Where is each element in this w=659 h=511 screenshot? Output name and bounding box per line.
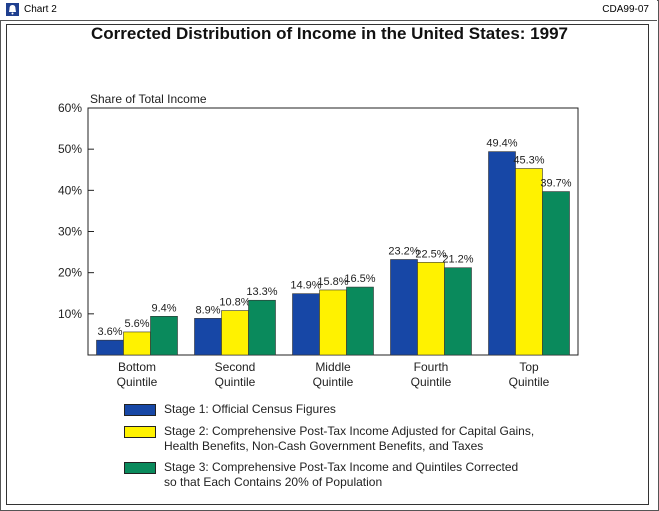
data-label: 14.9% [290,280,321,292]
x-tick-label: Quintile [117,375,158,389]
bar [542,191,570,356]
bar [390,259,418,356]
x-tick-label: Bottom [118,360,156,374]
legend: Stage 1: Official Census Figures Stage 2… [124,402,624,496]
legend-item-stage-2: Stage 2: Comprehensive Post-Tax Income A… [124,424,624,454]
data-label: 8.9% [195,304,220,316]
data-label: 21.2% [442,254,473,266]
y-tick-label: 40% [58,183,82,197]
legend-item-stage-3: Stage 3: Comprehensive Post-Tax Income a… [124,460,624,490]
data-label: 16.5% [344,273,375,285]
x-tick-label: Fourth [414,360,449,374]
data-label: 10.8% [219,297,250,309]
bar [150,316,178,356]
x-tick-label: Quintile [215,375,256,389]
bar [319,289,347,356]
data-label: 45.3% [513,155,544,167]
y-axis-title: Share of Total Income [90,92,207,106]
bar [96,339,124,356]
legend-item-stage-1: Stage 1: Official Census Figures [124,402,624,418]
bar [444,267,472,356]
bar [194,318,222,356]
y-tick-label: 10% [58,307,82,321]
x-tick-label: Top [519,360,539,374]
data-label: 3.6% [97,326,122,338]
legend-label-stage-3: Stage 3: Comprehensive Post-Tax Income a… [164,460,519,489]
bar [515,168,543,356]
bar [248,299,276,356]
chart-id-label: CDA99-07 [602,4,649,15]
x-tick-label: Second [215,360,256,374]
chart-number-label: Chart 2 [24,4,57,15]
data-label: 49.4% [486,138,517,150]
bar [123,331,151,356]
chart-header: Chart 2 CDA99-07 [0,0,657,21]
data-label: 22.5% [415,248,446,260]
legend-label-stage-2: Stage 2: Comprehensive Post-Tax Income A… [164,424,535,453]
bar [417,262,445,356]
x-tick-label: Quintile [411,375,452,389]
legend-swatch-stage-1 [124,404,156,416]
bar-chart: Share of Total Income 10% 20% 30% 40% 50% 60% 3… [58,92,579,389]
data-label: 5.6% [124,318,149,330]
chart-title: Corrected Distribution of Income in the … [90,24,569,43]
legend-swatch-stage-3 [124,462,156,474]
data-label: 15.8% [317,276,348,288]
x-tick-label: Quintile [313,375,354,389]
x-tick-label: Quintile [509,375,550,389]
legend-label-stage-1: Stage 1: Official Census Figures [164,402,336,416]
bar [221,310,249,356]
bar [346,286,374,356]
bar [292,293,320,356]
y-tick-label: 30% [58,225,82,239]
x-tick-label: Middle [315,360,351,374]
y-tick-label: 60% [58,101,82,115]
data-label: 9.4% [151,302,176,314]
legend-swatch-stage-2 [124,426,156,438]
bar [488,151,516,356]
data-label: 39.7% [540,178,571,190]
data-label: 23.2% [388,245,419,257]
bell-logo-icon [6,3,19,16]
y-tick-label: 20% [58,266,82,280]
y-tick-label: 50% [58,142,82,156]
data-label: 13.3% [246,286,277,298]
